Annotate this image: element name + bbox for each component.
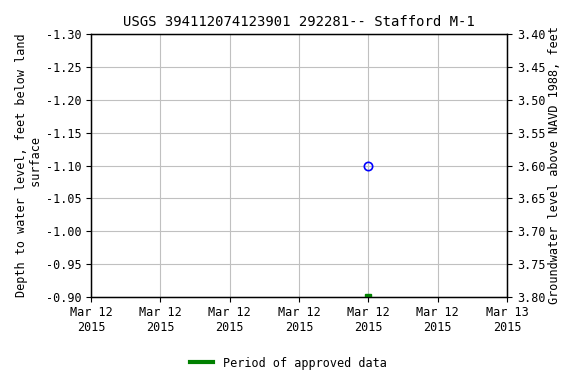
Y-axis label: Groundwater level above NAVD 1988, feet: Groundwater level above NAVD 1988, feet — [548, 26, 561, 305]
Legend: Period of approved data: Period of approved data — [185, 352, 391, 374]
Y-axis label: Depth to water level, feet below land
 surface: Depth to water level, feet below land su… — [15, 34, 43, 297]
Title: USGS 394112074123901 292281-- Stafford M-1: USGS 394112074123901 292281-- Stafford M… — [123, 15, 475, 29]
